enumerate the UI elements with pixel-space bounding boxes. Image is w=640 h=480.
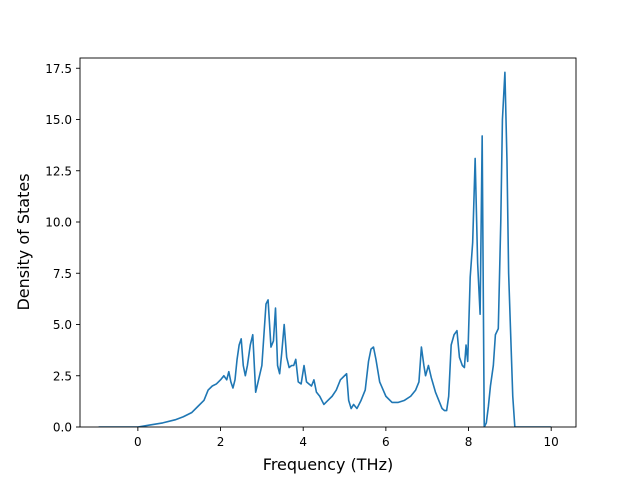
x-tick-label: 0 [134, 435, 142, 449]
x-tick-label: 8 [465, 435, 473, 449]
x-tick-label: 2 [217, 435, 225, 449]
y-axis: 0.0 2.5 5.0 7.5 10.0 12.5 15.0 17.5 [45, 62, 80, 435]
y-tick-label: 10.0 [45, 216, 72, 230]
y-tick-label: 17.5 [45, 62, 72, 76]
x-axis: 0 2 4 6 8 10 [134, 427, 559, 449]
y-tick-label: 15.0 [45, 113, 72, 127]
x-tick-label: 10 [544, 435, 559, 449]
x-axis-label: Frequency (THz) [263, 455, 393, 474]
y-tick-label: 2.5 [53, 369, 72, 383]
y-axis-label: Density of States [14, 173, 33, 310]
plot-area [79, 57, 577, 428]
y-tick-label: 5.0 [53, 318, 72, 332]
x-tick-label: 4 [299, 435, 307, 449]
series-line-0 [98, 71, 552, 427]
y-tick-label: 7.5 [53, 267, 72, 281]
axes-frame [79, 57, 577, 428]
y-tick-label: 12.5 [45, 164, 72, 178]
x-tick-label: 6 [382, 435, 390, 449]
y-tick-label: 0.0 [53, 421, 72, 435]
